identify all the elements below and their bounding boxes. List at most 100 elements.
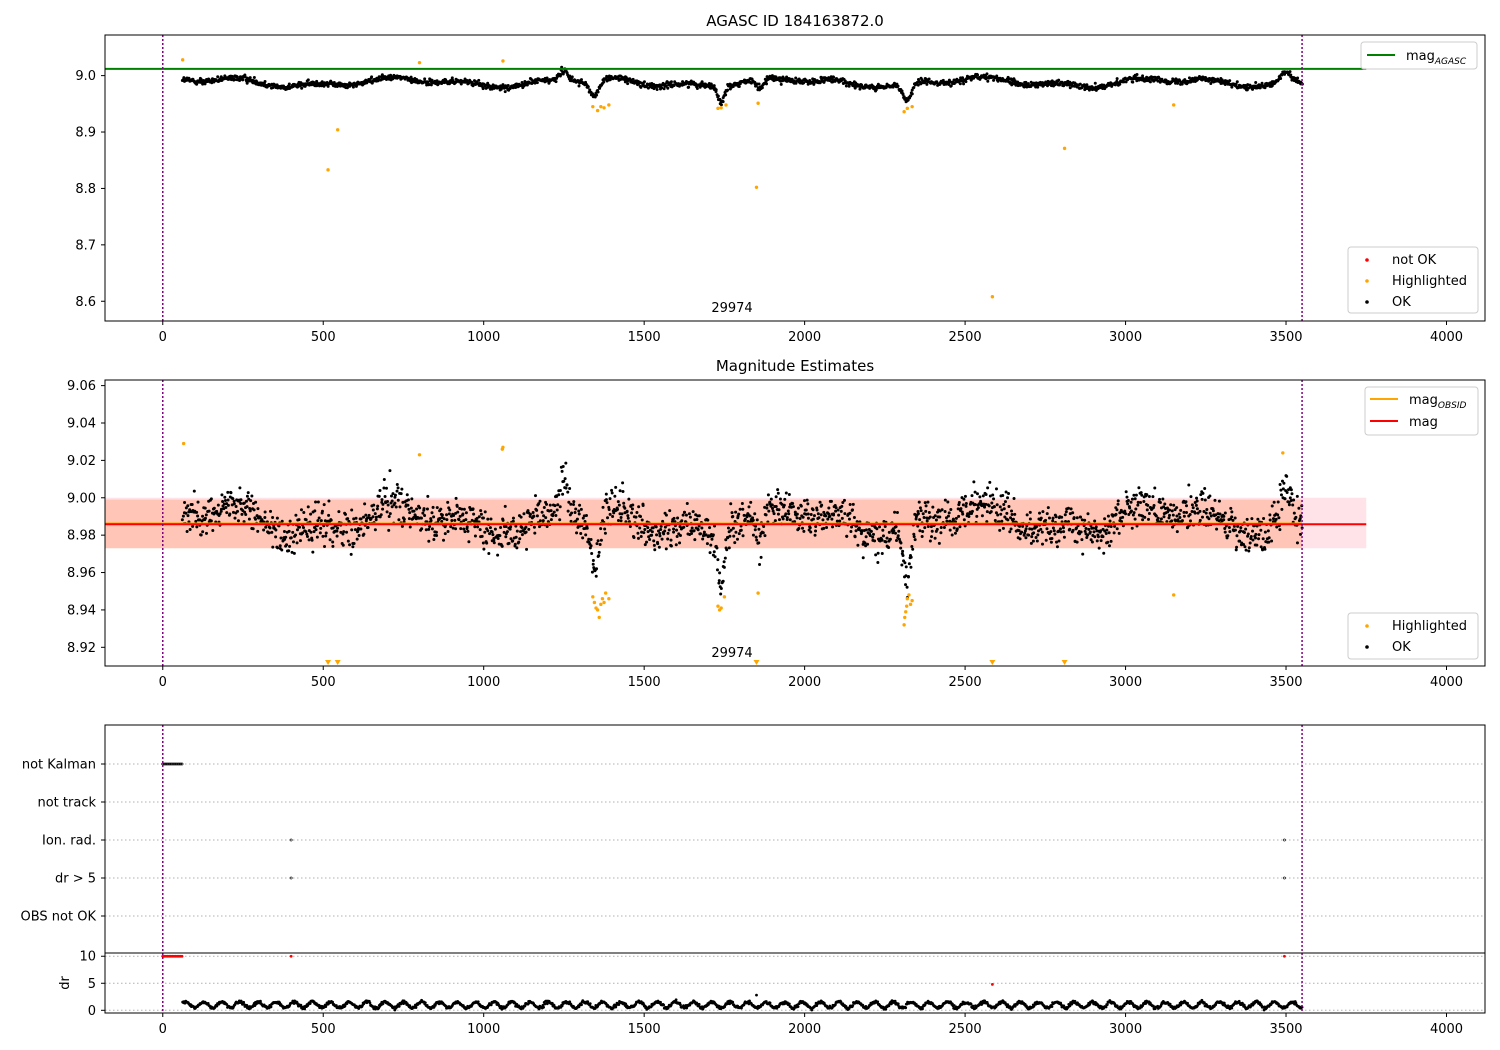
ok-point — [655, 88, 659, 92]
ok-point — [566, 490, 570, 494]
ok-point — [1132, 511, 1136, 515]
ok-point — [907, 562, 911, 566]
ok-point — [925, 519, 929, 523]
ok-point — [773, 519, 777, 523]
ok-point — [481, 516, 485, 520]
estimates-obsid-label: 29974 — [711, 646, 752, 661]
ok-point — [331, 544, 335, 548]
ok-point — [471, 507, 475, 511]
ok-point — [1243, 545, 1247, 549]
ok-point — [432, 515, 436, 519]
ok-point — [1085, 535, 1089, 539]
ok-point — [590, 570, 594, 574]
agasc-xtick-label: 1000 — [467, 330, 500, 345]
ok-point — [305, 532, 309, 536]
ok-point — [802, 529, 806, 533]
ok-point — [1006, 496, 1010, 500]
flag-point — [289, 838, 293, 842]
highlighted-point — [902, 110, 906, 114]
ok-point — [924, 509, 928, 513]
ok-point — [856, 543, 860, 547]
ok-point — [203, 516, 207, 520]
ok-point — [781, 517, 785, 521]
ok-point — [1131, 513, 1135, 517]
ok-point — [604, 498, 608, 502]
ok-point — [1190, 503, 1194, 507]
ok-point — [1131, 80, 1135, 84]
ok-point — [726, 536, 730, 540]
ok-point — [1108, 519, 1112, 523]
ok-point — [673, 520, 677, 524]
ok-point — [1107, 544, 1111, 548]
ok-point — [291, 540, 295, 544]
ok-point — [813, 533, 817, 537]
ok-point — [1044, 518, 1048, 522]
ok-point — [706, 518, 710, 522]
ok-point — [430, 511, 434, 515]
ok-point — [1177, 512, 1181, 516]
ok-point — [525, 547, 529, 551]
ok-point — [327, 499, 331, 503]
ok-point — [910, 545, 914, 549]
ok-point — [407, 507, 411, 511]
ok-point — [465, 525, 469, 529]
ok-point — [1030, 535, 1034, 539]
highlighted-point — [724, 103, 728, 107]
ok-point — [1276, 513, 1280, 517]
ok-point — [425, 507, 429, 511]
ok-point — [346, 539, 350, 543]
ok-point — [1091, 526, 1095, 530]
ok-point — [664, 513, 668, 517]
ok-point — [1175, 506, 1179, 510]
ok-point — [1195, 507, 1199, 511]
ok-point — [480, 534, 484, 538]
ok-point — [388, 469, 392, 473]
ok-point — [1274, 517, 1278, 521]
ok-point — [778, 497, 782, 501]
ok-point — [216, 503, 220, 507]
ok-point — [1251, 529, 1255, 533]
ok-point — [771, 509, 775, 513]
ok-point — [895, 511, 899, 515]
highlighted-point — [417, 453, 422, 457]
ok-point — [599, 538, 603, 542]
ok-point — [916, 83, 920, 87]
ok-point — [1272, 500, 1276, 504]
ok-point — [662, 87, 666, 91]
ok-point — [289, 536, 293, 540]
ok-point — [1146, 517, 1150, 521]
ok-point — [316, 500, 320, 504]
ok-point — [558, 489, 562, 493]
ok-point — [1217, 499, 1221, 503]
ok-point — [552, 510, 556, 514]
out-of-range-marker — [1061, 660, 1068, 665]
ok-point — [527, 527, 531, 531]
ok-point — [1012, 497, 1016, 501]
ok-point — [857, 526, 861, 530]
ok-point — [503, 504, 507, 508]
ok-point — [812, 514, 816, 518]
ok-point — [659, 524, 663, 528]
ok-point — [674, 543, 678, 547]
ok-point — [255, 514, 259, 518]
ok-point — [1247, 546, 1251, 550]
ok-point — [1066, 506, 1070, 510]
ok-point — [826, 517, 830, 521]
dr-ytick-label: 10 — [79, 950, 96, 965]
ok-point — [442, 517, 446, 521]
ok-point — [1115, 508, 1119, 512]
flag-point — [1283, 876, 1286, 880]
ok-point — [506, 84, 510, 87]
ok-point — [356, 527, 360, 531]
ok-point — [1179, 508, 1183, 512]
ok-point — [1129, 500, 1133, 504]
ok-point — [1116, 499, 1120, 503]
ok-point — [427, 539, 431, 543]
ok-point — [832, 75, 836, 79]
ok-point — [657, 529, 660, 533]
ok-point — [199, 533, 203, 537]
ok-point — [519, 515, 523, 519]
ok-point — [379, 513, 383, 517]
ok-point — [254, 500, 258, 504]
